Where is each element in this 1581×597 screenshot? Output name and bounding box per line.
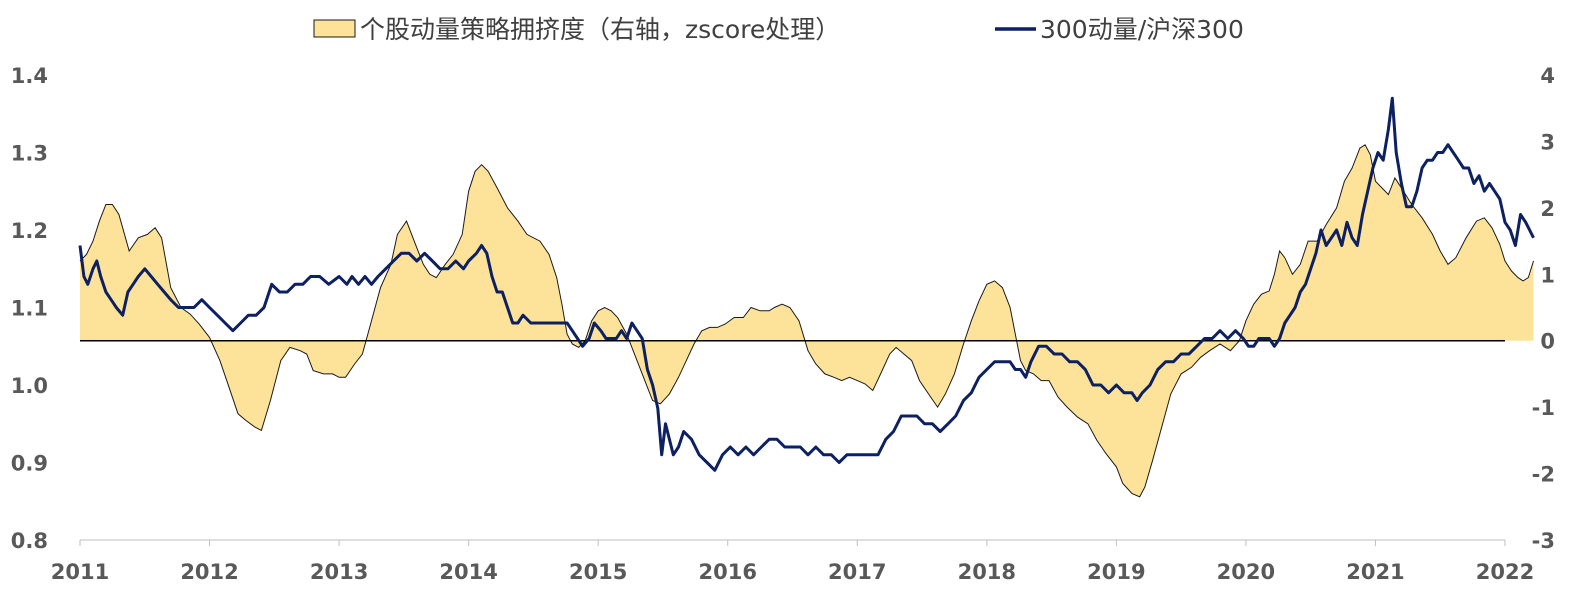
left-y-tick-label: 1.4 [11,64,48,88]
area-series-fill [80,144,1534,497]
legend-area-swatch [313,19,356,38]
area-series-layer [79,144,1534,498]
line-series [78,96,1535,472]
x-tick-label: 2020 [1217,560,1275,584]
right-y-tick-label: 0 [1540,330,1555,354]
x-tick-label: 2015 [569,560,627,584]
x-tick-label: 2017 [828,560,886,584]
left-y-tick-label: 1.0 [11,374,48,398]
right-y-tick-label: -1 [1532,396,1555,420]
line-series-layer [78,96,1535,472]
x-tick-label: 2021 [1346,560,1404,584]
left-y-tick-label: 0.9 [11,452,48,476]
area-series-outline [79,144,1534,498]
axes-layer: 2011 2012 2013 2014 2015 2016 2017 2018 2019 2020… [11,64,1555,584]
x-tick-label: 2011 [51,560,109,584]
x-tick-label: 2012 [180,560,238,584]
right-y-tick-label: 3 [1540,130,1555,154]
left-y-tick-label: 1.2 [11,219,48,243]
right-y-tick-label: 4 [1540,64,1555,88]
left-y-tick-label: 1.1 [11,297,48,321]
left-y-tick-label: 0.8 [11,529,48,553]
legend-area-label: 个股动量策略拥挤度（右轴，zscore处理） [360,15,840,44]
x-tick-label: 2018 [958,560,1016,584]
x-tick-label: 2013 [310,560,368,584]
right-y-tick-label: -3 [1532,529,1555,553]
right-y-tick-label: 2 [1540,197,1555,221]
legend: 个股动量策略拥挤度（右轴，zscore处理） 300动量/沪深300 [313,15,1244,44]
right-y-tick-label: 1 [1540,263,1555,287]
x-tick-label: 2014 [439,560,497,584]
x-tick-label: 2016 [699,560,757,584]
legend-line-label: 300动量/沪深300 [1040,15,1244,44]
left-y-tick-label: 1.3 [11,142,48,166]
right-y-tick-label: -2 [1532,463,1555,487]
x-tick-label: 2019 [1087,560,1145,584]
x-tick-label: 2022 [1476,560,1534,584]
